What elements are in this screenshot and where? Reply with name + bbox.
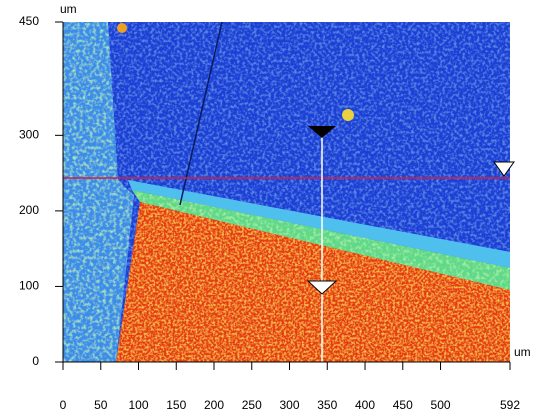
x-tick-label: 300 [280, 398, 300, 412]
x-tick-label: 250 [242, 398, 262, 412]
x-axis-unit: um [514, 345, 531, 359]
x-tick-label: 500 [431, 398, 451, 412]
cursor-marker [493, 161, 515, 177]
green-band [132, 190, 510, 292]
y-tick-label: 300 [19, 128, 39, 142]
x-tick-label: 450 [393, 398, 413, 412]
x-tick-label: 400 [355, 398, 375, 412]
y-tick-label: 450 [19, 14, 39, 28]
x-tick-label: 0 [60, 398, 67, 412]
cyan-band [128, 180, 510, 268]
y-axis-unit: um [60, 2, 77, 16]
x-tick-label: 100 [128, 398, 148, 412]
cursor-marker [306, 280, 338, 295]
x-tick-label: 50 [94, 398, 108, 412]
x-tick-label: 200 [204, 398, 224, 412]
y-tick-label: 200 [19, 203, 39, 217]
left-strip [63, 22, 134, 362]
spot [117, 23, 127, 33]
y-tick-label: 0 [32, 354, 39, 368]
spot [342, 109, 354, 121]
x-tick-label: 150 [166, 398, 186, 412]
scratch [179, 21, 223, 206]
cursors [63, 126, 515, 362]
x-tick-label: 592 [500, 398, 520, 412]
x-tick-label: 350 [317, 398, 337, 412]
height-map [63, 21, 510, 362]
y-tick-label: 100 [19, 279, 39, 293]
cursor-marker [308, 126, 336, 138]
